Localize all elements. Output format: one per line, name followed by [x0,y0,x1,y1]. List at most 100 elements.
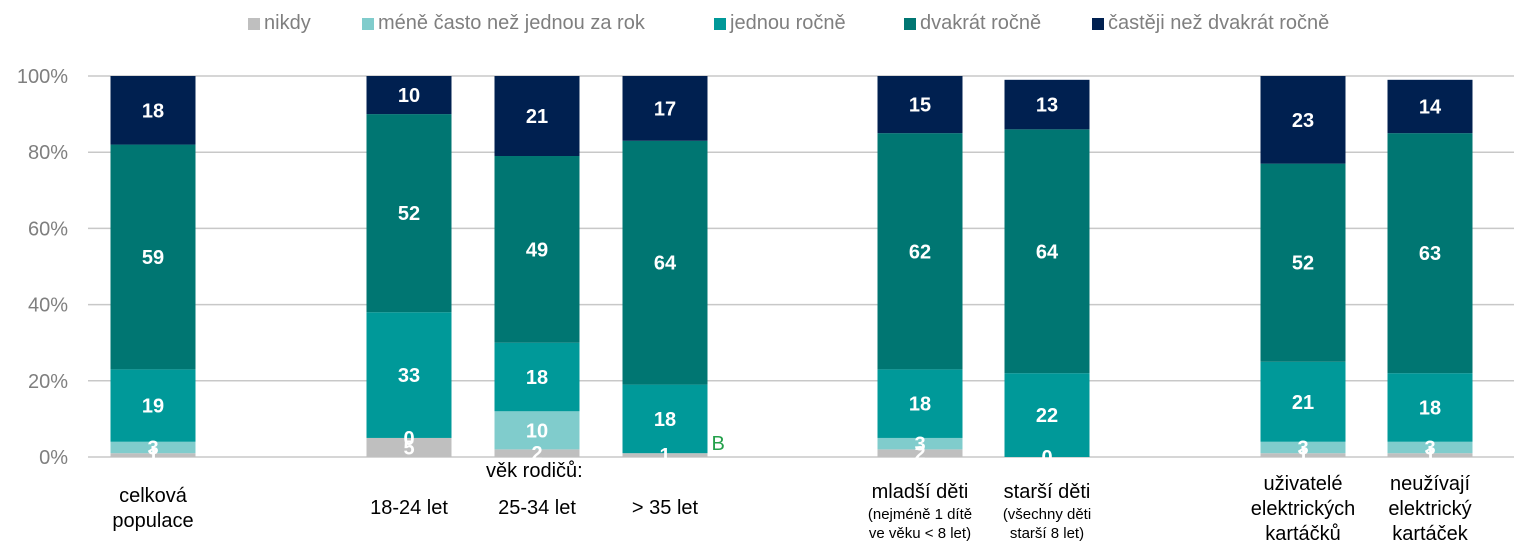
bar-segment [1260,76,1346,164]
bar-segment [1004,79,1090,130]
data-label: 1 [659,445,670,467]
bar-segment [877,437,963,450]
bar-segment [877,76,963,134]
data-label: 0 [1041,447,1052,469]
data-label: 2 [914,443,925,465]
bar-segment [1004,373,1090,457]
bar-segment [1387,373,1473,442]
bar-segment [622,384,708,454]
data-label: 21 [1292,392,1314,414]
bar-segment [494,76,580,157]
category-label: uživatelé elektrických kartáčků [1250,473,1356,545]
bar-segment [1260,163,1346,362]
data-label: 52 [398,203,420,225]
bar-segment [110,453,196,457]
legend-swatch [714,17,726,30]
data-label: 23 [1292,110,1314,132]
data-label: 18 [654,409,676,431]
data-label: 3 [1297,437,1308,459]
legend-label: častěji než dvakrát ročně [1108,12,1330,34]
category-label: 18-24 let [370,497,448,519]
bar-segment [366,114,452,313]
bar-segment [110,76,196,145]
bar-segment [494,411,580,450]
data-label: 1 [147,445,158,467]
bar-segment [1260,453,1346,457]
y-tick-label: 40% [28,295,68,317]
legend-label: dvakrát ročně [920,12,1042,34]
data-label: 0 [403,428,414,450]
data-label: 18 [526,367,548,389]
y-tick-label: 20% [28,371,68,393]
data-label: 59 [142,247,164,269]
legend-label: jednou ročně [730,12,846,34]
data-label: 3 [147,437,158,459]
bar-segment [877,449,963,457]
bar-segment [1004,129,1090,374]
data-label: 64 [1036,241,1059,263]
data-label: 18 [142,100,164,122]
bar-segment [877,133,963,370]
legend-swatch [248,17,260,30]
legend-item: jednou ročně [714,12,846,35]
bar-segment [110,369,196,442]
data-label: 64 [654,253,677,275]
data-label: 10 [526,420,548,442]
data-label: 33 [398,365,420,387]
data-label: 1 [1424,445,1435,467]
data-label: 18 [909,394,931,416]
y-tick-label: 100% [17,66,68,88]
y-tick-label: 0% [39,447,68,469]
bar-segment [622,453,708,457]
bars [110,76,1473,457]
category-label: > 35 let [631,497,699,519]
data-label: 3 [1424,437,1435,459]
legend-item: méně často než jednou za rok [362,12,645,35]
category-label: celková populace [112,485,194,532]
bar-segment [366,312,452,438]
data-label: 18 [1419,397,1441,419]
data-label: 21 [526,106,548,128]
legend: nikdy méně často než jednou za rok jednou … [0,12,1521,42]
data-label: 15 [909,95,931,117]
legend-swatch [1092,17,1104,30]
data-label: 49 [526,239,548,261]
bar-segment [366,437,452,457]
bar-segment [110,441,196,454]
category-label: 25-34 let [498,497,576,519]
data-label: 19 [142,396,164,418]
bar-segment [1387,79,1473,134]
bar-segment [110,144,196,370]
legend-item: dvakrát ročně [904,12,1041,35]
data-label: 22 [1036,405,1058,427]
y-tick-label: 60% [28,218,68,240]
legend-item: nikdy [248,12,311,35]
bar-segment [1387,441,1473,454]
data-label: 10 [398,85,420,107]
category-label: neužívají elektrický kartáček [1388,473,1472,545]
bar-segment [877,369,963,438]
data-label: 52 [1292,253,1314,275]
legend-swatch [904,17,916,30]
bar-segment [1387,453,1473,457]
data-label: 14 [1419,96,1442,118]
bar-segment [494,342,580,412]
y-axis-ticks: 0% 20% 40% 60% 80% 100% [17,66,68,469]
group-label-parent-age: věk rodičů: [486,460,583,482]
bar-segment [1387,133,1473,374]
bar-segment [622,76,708,141]
legend-item: častěji než dvakrát ročně [1092,12,1329,35]
data-label: 2 [531,443,542,465]
bar-segment [1260,361,1346,442]
legend-swatch [362,17,374,30]
annotation-b: B [711,433,725,455]
data-label: 62 [909,241,931,263]
data-label: 63 [1419,243,1441,265]
bar-segment [494,449,580,457]
data-label: 13 [1036,95,1058,117]
data-label: 5 [403,437,414,459]
bar-segment [494,156,580,343]
y-tick-label: 80% [28,142,68,164]
legend-label: méně často než jednou za rok [378,12,645,34]
